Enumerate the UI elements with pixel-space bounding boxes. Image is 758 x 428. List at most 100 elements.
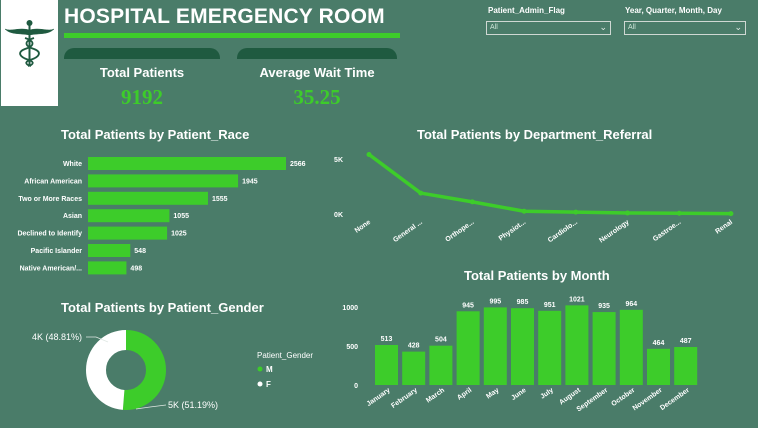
gender-legend-item[interactable]: M [266,365,273,374]
chevron-down-icon: ⌄ [599,22,607,32]
logo-panel [1,0,58,106]
month-value-label: 951 [544,302,556,309]
month-x-label: April [456,387,473,402]
department-point[interactable] [676,210,682,216]
race-bar[interactable] [88,191,208,205]
department-point[interactable] [366,152,372,157]
department-point[interactable] [728,211,734,217]
month-value-label: 487 [680,338,692,345]
filter-label-admin-flag: Patient_Admin_Flag [488,6,565,15]
kpi-card-tab [237,48,397,59]
month-x-label: February [390,387,419,410]
department-x-label: None [354,219,372,235]
department-series-line [367,153,731,216]
race-chart-title: Total Patients by Patient_Race [61,127,250,142]
department-x-label: Gastroe... [652,219,683,243]
department-point[interactable] [418,190,424,196]
month-chart-title: Total Patients by Month [464,268,610,283]
race-category-label: Declined to Identify [17,231,82,238]
month-x-label: January [366,387,392,408]
gender-legend-item[interactable]: F [266,380,271,389]
month-x-label: March [425,387,446,405]
department-x-label: General ... [392,219,424,244]
race-bar[interactable] [88,157,286,170]
department-chart-title: Total Patients by Department_Referral [417,127,653,142]
month-value-label: 1021 [569,296,585,303]
month-value-label: 995 [489,298,501,305]
race-category-label: Two or More Races [18,196,82,203]
department-point[interactable] [625,210,630,216]
race-bar[interactable] [88,244,131,257]
month-bar[interactable] [538,310,562,385]
race-bar[interactable] [88,261,127,275]
month-value-label: 464 [653,340,665,347]
month-bar[interactable] [402,351,426,385]
filter-admin-flag-value: All [490,24,498,31]
month-value-label: 513 [381,336,393,343]
filter-date-dropdown[interactable]: All ⌄ [624,21,746,35]
filter-date-value: All [628,24,636,31]
race-category-label: Native American/... [20,265,82,272]
kpi-card-tab [64,48,220,59]
month-bar[interactable] [565,305,589,385]
race-bar[interactable] [88,226,168,240]
month-x-label: July [539,387,555,401]
month-bar[interactable] [429,345,453,385]
department-y-tick: 0K [334,212,343,219]
gender-leader-line [86,336,109,343]
filter-admin-flag-dropdown[interactable]: All ⌄ [486,21,611,35]
race-value-label: 1025 [171,231,187,238]
month-bar[interactable] [511,308,534,385]
gender-slice-f[interactable] [86,330,166,410]
month-bar[interactable] [592,312,616,385]
month-value-label: 985 [517,299,529,306]
race-value-label: 498 [130,265,142,272]
month-bar[interactable] [483,307,507,385]
race-value-label: 1945 [242,178,258,185]
race-category-label: African American [24,178,82,185]
gender-legend-title: Patient_Gender [257,351,313,360]
month-bar[interactable] [619,309,643,385]
race-bar[interactable] [88,174,239,188]
month-y-tick: 1000 [342,305,358,312]
month-x-label: May [485,387,500,401]
race-value-label: 1555 [212,196,228,203]
month-bar[interactable] [456,311,480,385]
department-x-label: Renal [714,219,734,236]
department-line-chart: 0K 5K None General ... Orthope... Physiot... C… [334,152,734,244]
gender-label-m: 5K (51.19%) [168,400,218,410]
month-value-label: 935 [598,303,610,310]
race-value-label: 1055 [173,213,189,220]
month-value-label: 504 [435,337,447,344]
caduceus-icon [4,20,55,67]
month-bar[interactable] [674,347,698,385]
race-value-label: 2566 [290,161,306,168]
department-x-label: Cardiolo... [547,219,579,244]
page-title: HOSPITAL EMERGENCY ROOM [64,5,385,28]
department-point[interactable] [469,199,475,205]
department-x-label: Physiot... [498,219,528,243]
department-y-tick: 5K [334,157,343,164]
race-bar-chart: White 2566 African American 1945 Two or More… [17,157,306,275]
department-x-label: Orthope... [444,219,475,244]
month-value-label: 945 [462,302,474,309]
department-point[interactable] [573,209,579,215]
month-bar[interactable] [375,344,398,385]
month-bar-chart: 0 500 1000 513 January 428 February 504 March 945… [342,296,698,413]
month-value-label: 428 [408,343,420,350]
chevron-down-icon: ⌄ [734,22,742,32]
gender-donut-chart: 5K (51.19%) 4K (48.81%) Patient_Gender MF [32,330,313,410]
month-y-tick: 500 [346,344,358,351]
gender-leader-line [135,404,167,410]
gender-legend-marker [257,381,263,387]
kpi-total-patients-label: Total Patients [99,65,185,80]
gender-label-f: 4K (48.81%) [32,332,82,342]
department-point[interactable] [521,208,527,214]
month-x-label: December [659,387,691,412]
kpi-total-patients-value: 9192 [121,85,163,109]
month-bar[interactable] [647,348,670,385]
month-x-label: November [632,387,664,413]
race-category-label: Pacific Islander [31,248,83,255]
month-x-label: August [558,387,582,407]
race-bar[interactable] [88,209,170,223]
